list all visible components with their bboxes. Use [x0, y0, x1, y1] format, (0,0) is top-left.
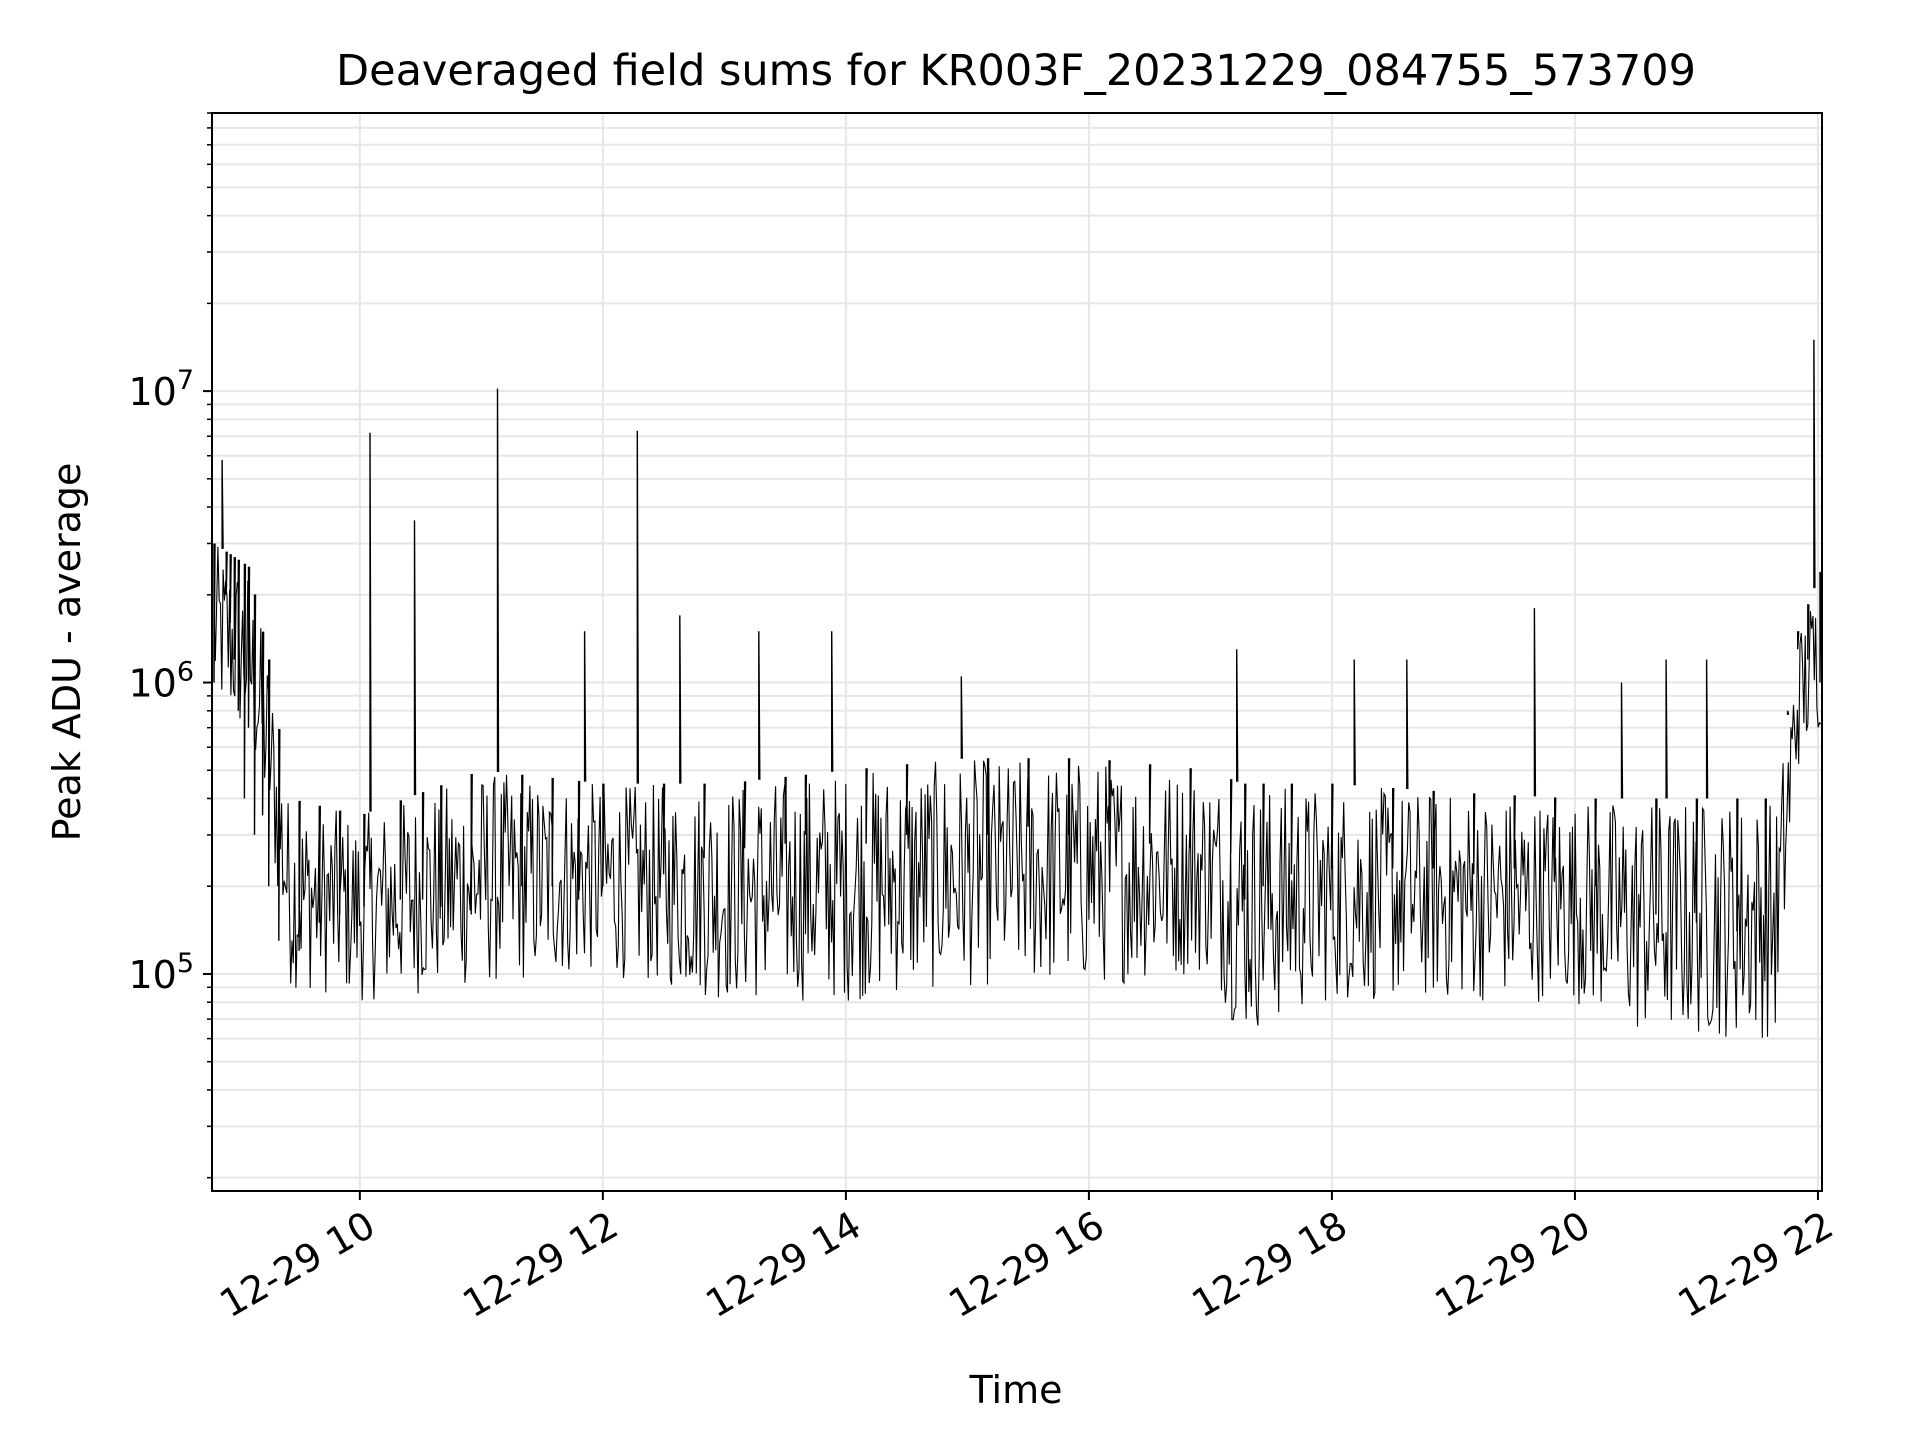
x-axis-label: Time — [969, 1368, 1063, 1412]
plot-frame — [211, 112, 1823, 1192]
y-tick-label: 106 — [128, 657, 194, 706]
series-line — [213, 339, 1822, 951]
chart-title: Deaveraged field sums for KR003F_2023122… — [336, 46, 1696, 96]
y-axis-label: Peak ADU - average — [45, 463, 89, 842]
data-layer — [213, 339, 1822, 1038]
y-tick-label: 107 — [128, 365, 194, 414]
y-tick-label: 105 — [128, 948, 194, 997]
series-noise-band — [213, 546, 1822, 1038]
